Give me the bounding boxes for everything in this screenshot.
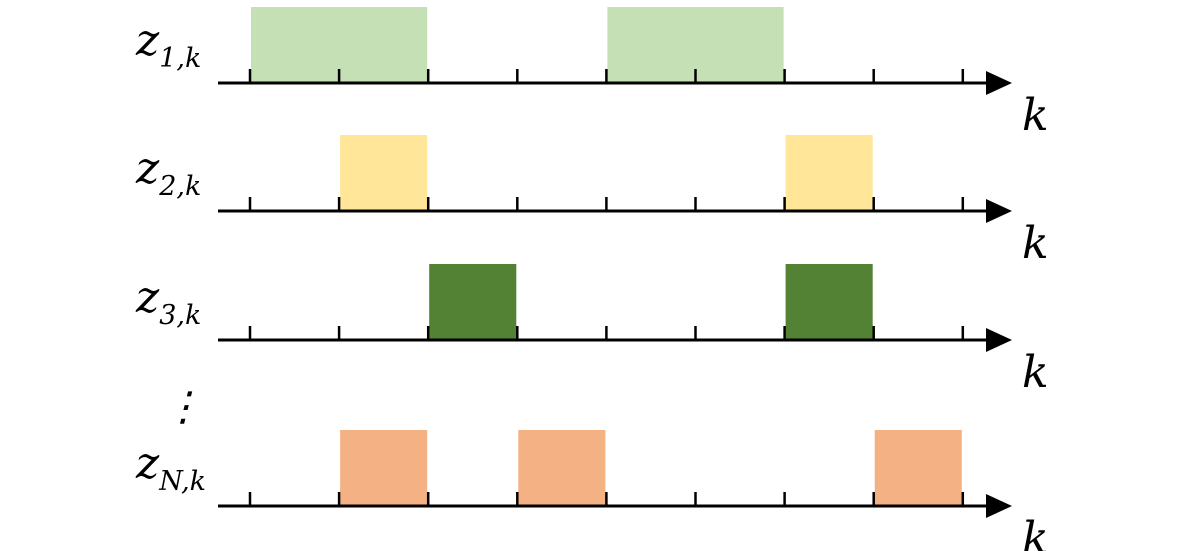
row-label: z1,k <box>135 15 201 74</box>
vertical-ellipsis: ⋮ <box>163 384 203 430</box>
row-variable: z <box>135 143 160 194</box>
axis-label: k <box>1022 347 1049 398</box>
row-variable: z <box>135 438 160 489</box>
pulse-2-2 <box>785 135 873 211</box>
axis-arrow-icon <box>986 71 1012 95</box>
axis-label: k <box>1022 90 1049 141</box>
axis-arrow-icon <box>986 199 1012 223</box>
pulse-4-1 <box>340 430 428 506</box>
pulse-3-2 <box>785 264 873 340</box>
pulse-2-1 <box>340 135 428 211</box>
row-subscript: 1,k <box>159 43 201 74</box>
row-label: z3,k <box>135 272 201 331</box>
axis-label: k <box>1022 218 1049 269</box>
row-label: zN,k <box>135 438 206 497</box>
pulse-4-3 <box>874 430 962 506</box>
pulse-4-2 <box>518 430 606 506</box>
row-label: z2,k <box>135 143 201 202</box>
row-subscript: 3,k <box>159 300 201 331</box>
axis-arrow-icon <box>986 328 1012 352</box>
row-subscript: N,k <box>158 466 206 497</box>
row-subscript: 2,k <box>158 171 201 202</box>
row-variable: z <box>135 15 160 66</box>
axis-arrow-icon <box>986 494 1012 518</box>
row-variable: z <box>135 272 160 323</box>
pulse-3-1 <box>429 264 517 340</box>
axis-label: k <box>1022 513 1049 551</box>
